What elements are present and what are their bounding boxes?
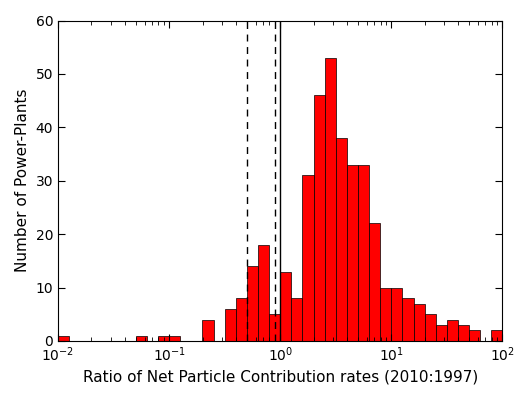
Bar — [402, 298, 413, 341]
Bar — [347, 165, 358, 341]
X-axis label: Ratio of Net Particle Contribution rates (2010:1997): Ratio of Net Particle Contribution rates… — [83, 370, 478, 385]
Bar — [458, 325, 469, 341]
Bar — [369, 224, 380, 341]
Y-axis label: Number of Power-Plants: Number of Power-Plants — [15, 89, 30, 272]
Bar — [169, 336, 180, 341]
Bar — [425, 314, 436, 341]
Bar — [469, 330, 480, 341]
Bar — [236, 298, 247, 341]
Bar — [413, 304, 425, 341]
Bar — [391, 288, 402, 341]
Bar — [158, 336, 169, 341]
Bar — [314, 95, 325, 341]
Bar — [303, 176, 314, 341]
Bar — [336, 138, 347, 341]
Bar — [447, 320, 458, 341]
Bar — [325, 58, 336, 341]
Bar — [247, 266, 258, 341]
Bar — [280, 272, 292, 341]
Bar — [136, 336, 147, 341]
Bar — [58, 336, 69, 341]
Bar — [225, 309, 236, 341]
Bar — [269, 314, 280, 341]
Bar — [292, 298, 303, 341]
Bar — [258, 245, 269, 341]
Bar — [491, 330, 502, 341]
Bar — [202, 320, 214, 341]
Bar — [436, 325, 447, 341]
Bar — [358, 165, 369, 341]
Bar — [380, 288, 391, 341]
